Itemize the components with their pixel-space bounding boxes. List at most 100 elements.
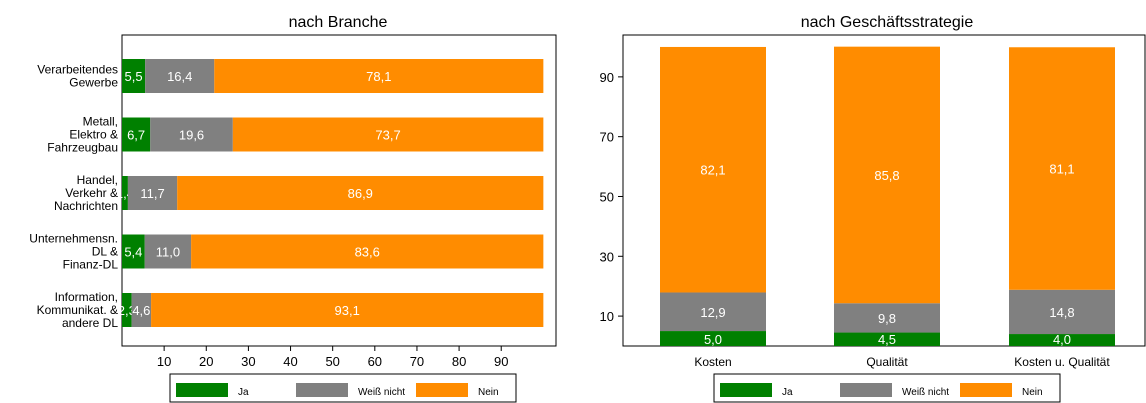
branche-legend-swatch-nein [416, 383, 468, 397]
strategie-category-labels: Kosten Qualität Kosten u. Qualität [694, 355, 1110, 369]
strategie-y-tick-label: 90 [600, 70, 614, 85]
branche-category-label: andere DL [62, 316, 118, 330]
branche-category-label: Fahrzeugbau [47, 141, 118, 155]
branche-value-label: 86,9 [348, 186, 373, 201]
branche-chart-title: nach Branche [289, 14, 388, 31]
branche-bar-weiss-nicht [150, 117, 233, 152]
branche-x-tick-label: 50 [325, 354, 339, 369]
branche-bar-nein [177, 176, 544, 210]
strategie-legend-frame [713, 373, 1061, 403]
branche-category-label: Kommunikat. & [37, 303, 118, 317]
strategie-legend-swatch-nein [960, 383, 1012, 397]
branche-value-label: 93,1 [335, 303, 360, 318]
strategie-y-tick-label: 10 [600, 309, 614, 324]
branche-category-label: Verarbeitendes [37, 63, 118, 77]
branche-value-label: 78,1 [366, 69, 391, 84]
strategie-bar-ja [834, 332, 940, 346]
branche-value-label: 5,5 [125, 69, 143, 84]
branche-value-label: 73,7 [375, 128, 400, 143]
strategie-category-label: Kosten [694, 355, 731, 369]
strategie-bar-nein [834, 46, 940, 304]
strategie-legend-label-ja: Ja [782, 387, 793, 398]
branche-value-label: 4,6 [132, 303, 150, 318]
branche-bar-ja [122, 176, 128, 210]
strategie-chart-title: nach Geschäftsstrategie [801, 14, 974, 31]
strategie-y-tick-label: 50 [600, 189, 614, 204]
branche-bar-ja [122, 59, 146, 93]
strategie-y-axis: 10 30 50 70 90 [600, 70, 623, 324]
branche-x-tick-label: 70 [410, 354, 424, 369]
branche-category-label: Verkehr & [65, 186, 118, 200]
branche-x-tick-label: 20 [199, 354, 213, 369]
strategie-bar-weiss-nicht [834, 303, 940, 333]
branche-category-label: Information, [55, 290, 118, 304]
branche-bar-nein [191, 234, 544, 269]
branche-value-label: 19,6 [179, 128, 204, 143]
branche-legend-label-weiss-nicht: Weiß nicht [358, 387, 405, 398]
branche-bar-nein [232, 117, 544, 152]
branche-bars: 5,5 16,4 78,16,7 19,6 73,71,4 11,7 86,95,4 11,0… [116, 59, 544, 327]
branche-bar-weiss-nicht [131, 293, 152, 327]
branche-value-label: 2,3 [118, 303, 136, 318]
branche-category-label: DL & [92, 245, 118, 259]
branche-category-label: Elektro & [69, 128, 118, 142]
strategie-y-tick-label: 30 [600, 249, 614, 264]
strategie-y-tick-label: 70 [600, 130, 614, 145]
branche-legend-swatch-weiss-nicht [296, 383, 348, 397]
branche-category-label: Finanz-DL [63, 258, 119, 272]
branche-bar-nein [214, 59, 544, 93]
branche-x-tick-label: 60 [368, 354, 382, 369]
branche-category-label: Handel, [77, 173, 118, 187]
branche-value-label: 6,7 [127, 128, 145, 143]
branche-x-tick-label: 30 [241, 354, 255, 369]
branche-value-label: 16,4 [167, 69, 192, 84]
strategie-legend-swatch-weiss-nicht [840, 383, 892, 397]
strategie-bars: 5,0 12,9 82,1 4,5 9,8 85,8 4,0 14,8 81,1 [660, 46, 1115, 347]
branche-legend-swatch-ja [176, 383, 228, 397]
strategie-value-label: 4,5 [878, 332, 896, 347]
branche-bar-ja [122, 234, 145, 269]
branche-category-label: Nachrichten [54, 199, 118, 213]
strategie-bar-ja [660, 331, 766, 346]
strategie-bar-weiss-nicht [1009, 289, 1115, 335]
branche-value-label: 11,0 [156, 245, 180, 260]
strategie-value-label: 82,1 [700, 163, 725, 178]
branche-category-label: Unternehmensn. [29, 232, 118, 246]
branche-x-tick-label: 10 [157, 354, 171, 369]
branche-bar-ja [122, 117, 151, 152]
branche-value-label: 83,6 [355, 245, 380, 260]
strategie-value-label: 4,0 [1053, 332, 1071, 347]
strategie-legend-swatch-ja [720, 383, 772, 397]
strategie-bar-nein [1009, 47, 1115, 290]
branche-legend-label-ja: Ja [238, 387, 249, 398]
branche-x-tick-label: 80 [452, 354, 466, 369]
strategie-category-label: Qualität [866, 355, 908, 369]
branche-x-tick-label: 40 [283, 354, 297, 369]
strategie-legend: Ja Weiß nicht Nein [713, 373, 1061, 403]
strategie-bar-nein [660, 46, 766, 293]
branche-category-label: Gewerbe [69, 76, 118, 90]
branche-value-label: 11,7 [140, 186, 164, 201]
strategie-value-label: 81,1 [1049, 162, 1074, 177]
branche-x-axis: 10 20 30 40 50 60 70 80 90 [157, 346, 508, 369]
branche-legend-frame [169, 373, 517, 403]
strategie-legend-label-weiss-nicht: Weiß nicht [902, 387, 949, 398]
branche-bar-weiss-nicht [144, 234, 192, 269]
branche-value-label: 5,4 [124, 245, 142, 260]
strategie-legend-label-nein: Nein [1022, 387, 1043, 398]
strategie-value-label: 9,8 [878, 311, 896, 326]
strategie-category-label: Kosten u. Qualität [1014, 355, 1110, 369]
strategie-value-label: 14,8 [1049, 305, 1074, 320]
branche-bar-weiss-nicht [145, 59, 215, 93]
strategie-bar-weiss-nicht [660, 292, 766, 332]
strategie-panel: nach Geschäftsstrategie 5,0 12,9 82,1 4,5 9,… [600, 14, 1146, 403]
branche-bar-nein [151, 293, 544, 327]
branche-bar-weiss-nicht [127, 176, 178, 210]
branche-category-label: Metall, [83, 115, 118, 129]
strategie-bar-ja [1009, 334, 1115, 346]
strategie-value-label: 85,8 [874, 168, 899, 183]
branche-x-tick-label: 90 [494, 354, 508, 369]
